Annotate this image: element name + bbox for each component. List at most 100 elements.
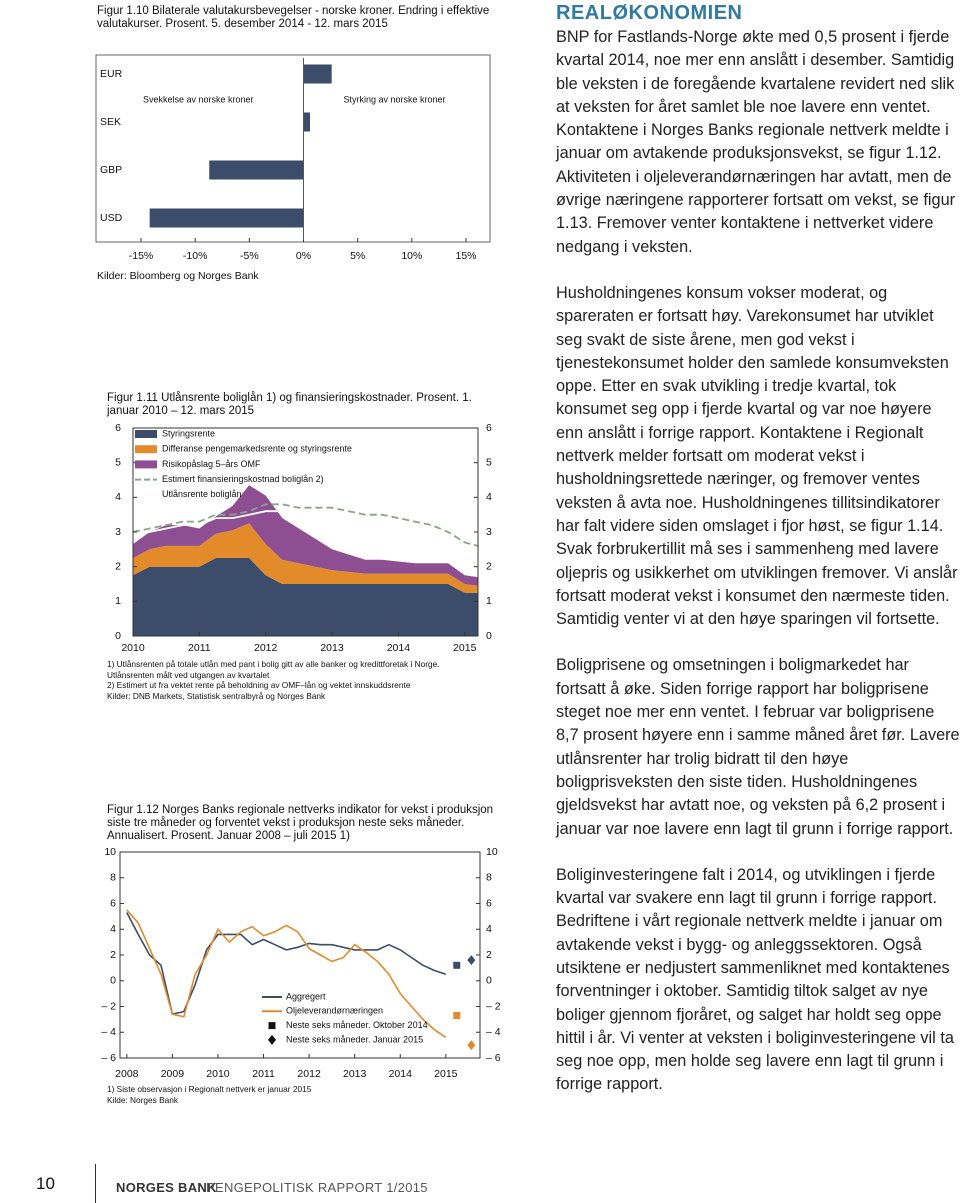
bar [209, 160, 304, 180]
x-tick-label: -5% [240, 250, 259, 262]
y-tick-label: 3 [486, 526, 492, 538]
legend-swatch [135, 460, 157, 469]
x-tick-label: 2009 [161, 1068, 185, 1080]
y-tick-label: 10 [104, 846, 116, 858]
chart-title: Figur 1.10 Bilaterale valutakursbevegels… [97, 5, 490, 30]
y-tick-label: 4 [110, 923, 116, 935]
legend-label: Risikopåslag 5–års OMF [162, 459, 261, 469]
legend-label: Oljeleverandørnæringen [286, 1006, 383, 1016]
legend-label: Neste seks måneder. Januar 2015 [286, 1034, 423, 1044]
y-tick-label: 6 [110, 897, 116, 909]
x-tick-label: 2010 [206, 1068, 230, 1080]
x-tick-label: 2012 [297, 1068, 321, 1080]
annotation: Svekkelse av norske kroner [143, 94, 254, 104]
x-tick-label: 2015 [434, 1068, 458, 1080]
y-tick-label: – 2 [486, 1000, 501, 1012]
y-tick-label: 1 [115, 595, 121, 607]
chart-notes: 1) Siste observasjon i Regionalt nettver… [107, 1084, 487, 1105]
marker [453, 1012, 461, 1020]
legend-label: Differanse pengemarkedsrente og styrings… [162, 444, 352, 454]
source: Kilder: Bloomberg og Norges Bank [97, 270, 259, 282]
y-tick-label: 4 [115, 491, 121, 503]
line [126, 912, 447, 1016]
y-tick-label: 5 [115, 456, 121, 468]
note: 2) Estimert ut fra vektet rente på behol… [107, 680, 411, 690]
y-tick-label: 0 [486, 975, 492, 987]
category-label: USD [100, 212, 123, 224]
legend-swatch [135, 430, 157, 438]
legend-label: Aggregert [286, 991, 326, 1001]
y-tick-label: 0 [110, 975, 116, 987]
y-tick-label: 4 [486, 923, 492, 935]
legend-label: Estimert finansieringskostnad boliglån 2… [162, 474, 324, 484]
paragraph: Husholdningenes konsum vokser moderat, o… [556, 283, 958, 629]
y-tick-label: 10 [486, 846, 498, 858]
figures: -15% -10% -5% 0% 5% 10% 15% EUR SEK GBP USD Svekkel… [95, 54, 501, 1080]
publisher: NORGES BANK [116, 1180, 217, 1195]
line [132, 503, 479, 547]
y-tick-label: 1 [486, 595, 492, 607]
marker [453, 961, 461, 969]
legend-label: Styringsrente [162, 428, 215, 438]
annotation: Styrking av norske kroner [344, 94, 446, 104]
note: Kilde: Norges Bank [107, 1094, 179, 1105]
line [126, 909, 447, 1039]
legend-swatch [268, 1034, 276, 1045]
footer: 10 NORGES BANK PENGEPOLITISK RAPPORT 1/2… [0, 1160, 960, 1203]
bar [303, 64, 332, 84]
bar [303, 112, 310, 132]
y-tick-label: 8 [110, 872, 116, 884]
x-tick-label: 2008 [115, 1068, 139, 1080]
chart-title: Figur 1.11 Utlånsrente boliglån 1) og fi… [107, 392, 472, 417]
area [133, 485, 478, 586]
y-tick-label: – 6 [486, 1052, 501, 1064]
page-number: 10 [36, 1174, 55, 1193]
x-tick-label: -10% [183, 250, 208, 262]
legend-swatch [135, 445, 157, 454]
category-label: SEK [100, 116, 121, 128]
chart-title: Figur 1.12 Norges Banks regionale nettve… [107, 804, 494, 842]
y-tick-label: 6 [486, 897, 492, 909]
article: REALØKONOMIEN BNP for Fastlands-Norge øk… [556, 0, 960, 1120]
footer-rule [95, 1164, 96, 1203]
legend-label: Utlånsrente boliglån [162, 489, 242, 499]
y-tick-label: 0 [115, 630, 121, 642]
y-tick-label: – 2 [101, 1000, 116, 1012]
note: 1) Utlånsrenten på totale utlån med pant… [107, 659, 440, 680]
x-tick-label: 15% [455, 250, 476, 262]
y-tick-label: – 6 [101, 1052, 116, 1064]
x-tick-label: 5% [350, 250, 365, 262]
x-tick-label: 2013 [320, 642, 344, 654]
x-tick-label: 2015 [453, 642, 477, 654]
x-tick-label: 2012 [254, 642, 278, 654]
bar [149, 208, 304, 228]
note: Kilder: DNB Markets, Statistisk sentralb… [107, 690, 326, 701]
y-tick-label: 0 [486, 630, 492, 642]
x-tick-label: 2011 [252, 1068, 275, 1080]
paragraph: BNP for Fastlands-Norge økte med 0,5 pro… [556, 28, 956, 256]
y-tick-label: 2 [486, 949, 492, 961]
x-tick-label: 2013 [343, 1068, 367, 1080]
y-tick-label: 5 [486, 456, 492, 468]
y-tick-label: 2 [115, 560, 121, 572]
y-tick-label: 6 [115, 422, 121, 434]
report-name: PENGEPOLITISK RAPPORT 1/2015 [206, 1180, 428, 1195]
heading: REALØKONOMIEN [556, 2, 743, 24]
x-tick-label: -15% [129, 250, 154, 262]
x-tick-label: 2011 [188, 642, 211, 654]
marker [467, 1040, 476, 1051]
x-tick-label: 0% [296, 250, 311, 262]
legend-swatch [268, 1022, 276, 1030]
x-tick-label: 2014 [387, 642, 411, 654]
area [133, 523, 478, 593]
paragraph: Boliginvesteringene falt i 2014, og utvi… [556, 865, 954, 1094]
category-label: EUR [100, 68, 123, 80]
marker [467, 955, 476, 966]
y-tick-label: – 4 [101, 1026, 116, 1038]
paragraph: Boligprisene og omsetningen i boligmarke… [556, 656, 960, 838]
y-tick-label: 2 [110, 949, 116, 961]
line [132, 510, 479, 558]
area [133, 558, 478, 636]
y-tick-label: 6 [486, 422, 492, 434]
